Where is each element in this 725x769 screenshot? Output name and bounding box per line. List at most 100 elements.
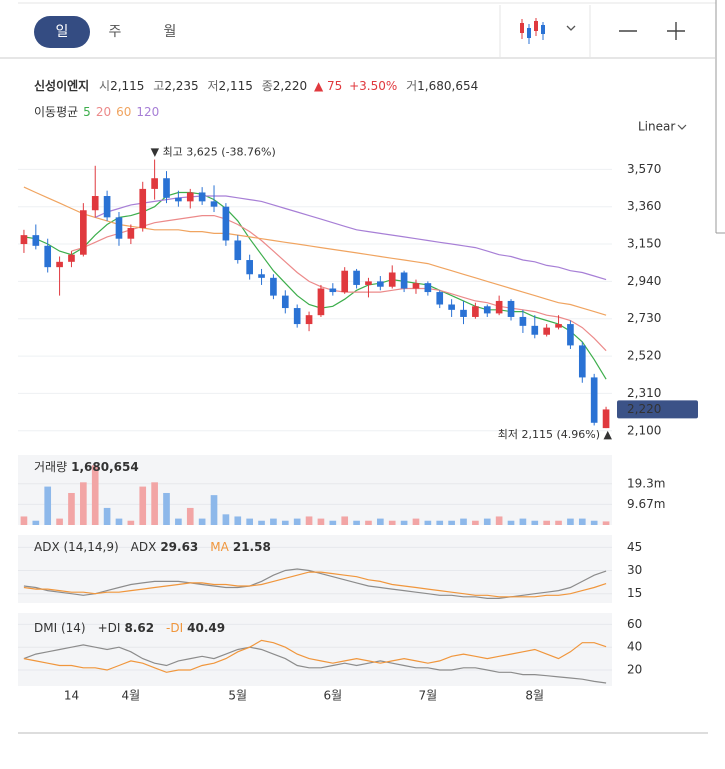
volume-bar: [495, 516, 503, 525]
y-tick-label: 3,360: [627, 199, 661, 213]
candle-body: [412, 283, 420, 289]
label: 종: [262, 79, 273, 93]
y-tick-label: 45: [627, 540, 642, 554]
value: 2,115: [110, 79, 144, 93]
volume-bar: [377, 518, 384, 525]
volume-bar: [32, 520, 40, 525]
y-tick-label: 2,940: [627, 274, 661, 288]
candle-body: [329, 288, 337, 293]
tab[interactable]: 일: [56, 24, 69, 40]
volume-bar: [281, 520, 289, 525]
candle-body: [377, 281, 384, 287]
volume-bar: [91, 465, 99, 525]
x-tick-label: 14: [64, 689, 79, 703]
candle-body: [578, 345, 586, 378]
candle-body: [555, 324, 562, 328]
line-series: [23, 639, 607, 673]
tab-active-bg[interactable]: [34, 16, 90, 48]
label: 거: [406, 79, 417, 93]
volume-bar: [436, 520, 444, 525]
value: 2,115: [219, 79, 253, 93]
volume-bar: [210, 495, 218, 525]
candle-body: [495, 300, 503, 314]
volume-bar: [388, 520, 396, 525]
candle-body: [139, 188, 147, 229]
zoom-in[interactable]: [667, 22, 685, 40]
volume-bar: [590, 520, 598, 525]
candle-body: [507, 300, 515, 317]
tab[interactable]: 월: [164, 24, 177, 40]
y-tick-label: 3,150: [627, 237, 661, 251]
volume-bar: [507, 520, 515, 525]
label: 저: [208, 79, 219, 93]
volume-bar: [56, 518, 63, 525]
volume-bar: [151, 482, 158, 525]
volume-bar: [234, 516, 242, 525]
volume-bar: [543, 520, 550, 525]
candle-body: [293, 308, 301, 325]
legend-entry: 60: [116, 105, 131, 119]
scale-mode[interactable]: Linear: [638, 120, 675, 134]
y-tick-label: 2,100: [627, 423, 661, 437]
volume-bar: [412, 518, 420, 525]
last-price-tag: [617, 400, 698, 419]
candle-body: [317, 288, 325, 316]
series-name: -DI: [166, 621, 183, 635]
candle-body: [436, 292, 444, 305]
line-series: [94, 195, 607, 281]
volume-bar: [531, 520, 539, 525]
volume-bar: [246, 518, 253, 525]
line-series: [23, 571, 607, 598]
volume-bar: [460, 518, 467, 525]
tab[interactable]: 주: [109, 24, 122, 40]
title: ADX (14,14,9): [34, 540, 119, 554]
volume-bar: [68, 492, 75, 525]
volume-bar: [293, 518, 301, 525]
volume-bar: [198, 518, 206, 525]
volume-bar: [329, 520, 337, 525]
volume-bar: [115, 518, 123, 525]
chart-type-icon[interactable]: [520, 18, 545, 44]
scale-chevron[interactable]: [677, 124, 687, 130]
volume-bar: [555, 520, 562, 525]
candle-body: [567, 324, 574, 346]
volume-bar: [175, 518, 182, 525]
volume-bar: [258, 520, 265, 525]
volume-bar: [139, 486, 147, 525]
candle-body: [186, 192, 194, 202]
series-last-value: 40.49: [187, 621, 225, 635]
title: 거래량: [34, 460, 67, 474]
change: ▲ 75: [314, 79, 342, 93]
candle-body: [68, 254, 75, 262]
legend-title: 이동평균: [34, 105, 78, 119]
volume-bar: [163, 492, 170, 525]
candle-body: [32, 235, 40, 246]
ma-legend: 이동평균 5 20 60 120: [34, 105, 159, 119]
candle-body: [353, 270, 360, 285]
dropdown-chevron[interactable]: [566, 25, 576, 31]
y-tick-label: 15: [627, 586, 642, 600]
value: 2,220: [273, 79, 307, 93]
candle-body: [460, 309, 467, 317]
y-tick-label: 60: [627, 617, 642, 631]
value: 2,235: [164, 79, 198, 93]
candle-body: [175, 197, 182, 202]
label: 시: [99, 79, 110, 93]
volume-bar: [222, 514, 230, 525]
volume-bar: [127, 520, 135, 525]
volume-bar: [365, 520, 372, 525]
candle-body: [56, 261, 63, 268]
volume-bar: [341, 516, 349, 525]
candle-body: [341, 270, 349, 293]
series-name: +DI: [98, 621, 121, 635]
volume-bar: [103, 507, 111, 525]
volume-bar: [519, 518, 527, 525]
volume-bar: [353, 520, 360, 525]
volume-bar: [578, 518, 586, 525]
volume-bar: [567, 518, 574, 525]
y-tick-label: 19.3m: [627, 476, 665, 490]
candle-body: [543, 327, 550, 335]
volume-bar: [424, 520, 432, 525]
x-tick-label: 8월: [525, 689, 544, 703]
